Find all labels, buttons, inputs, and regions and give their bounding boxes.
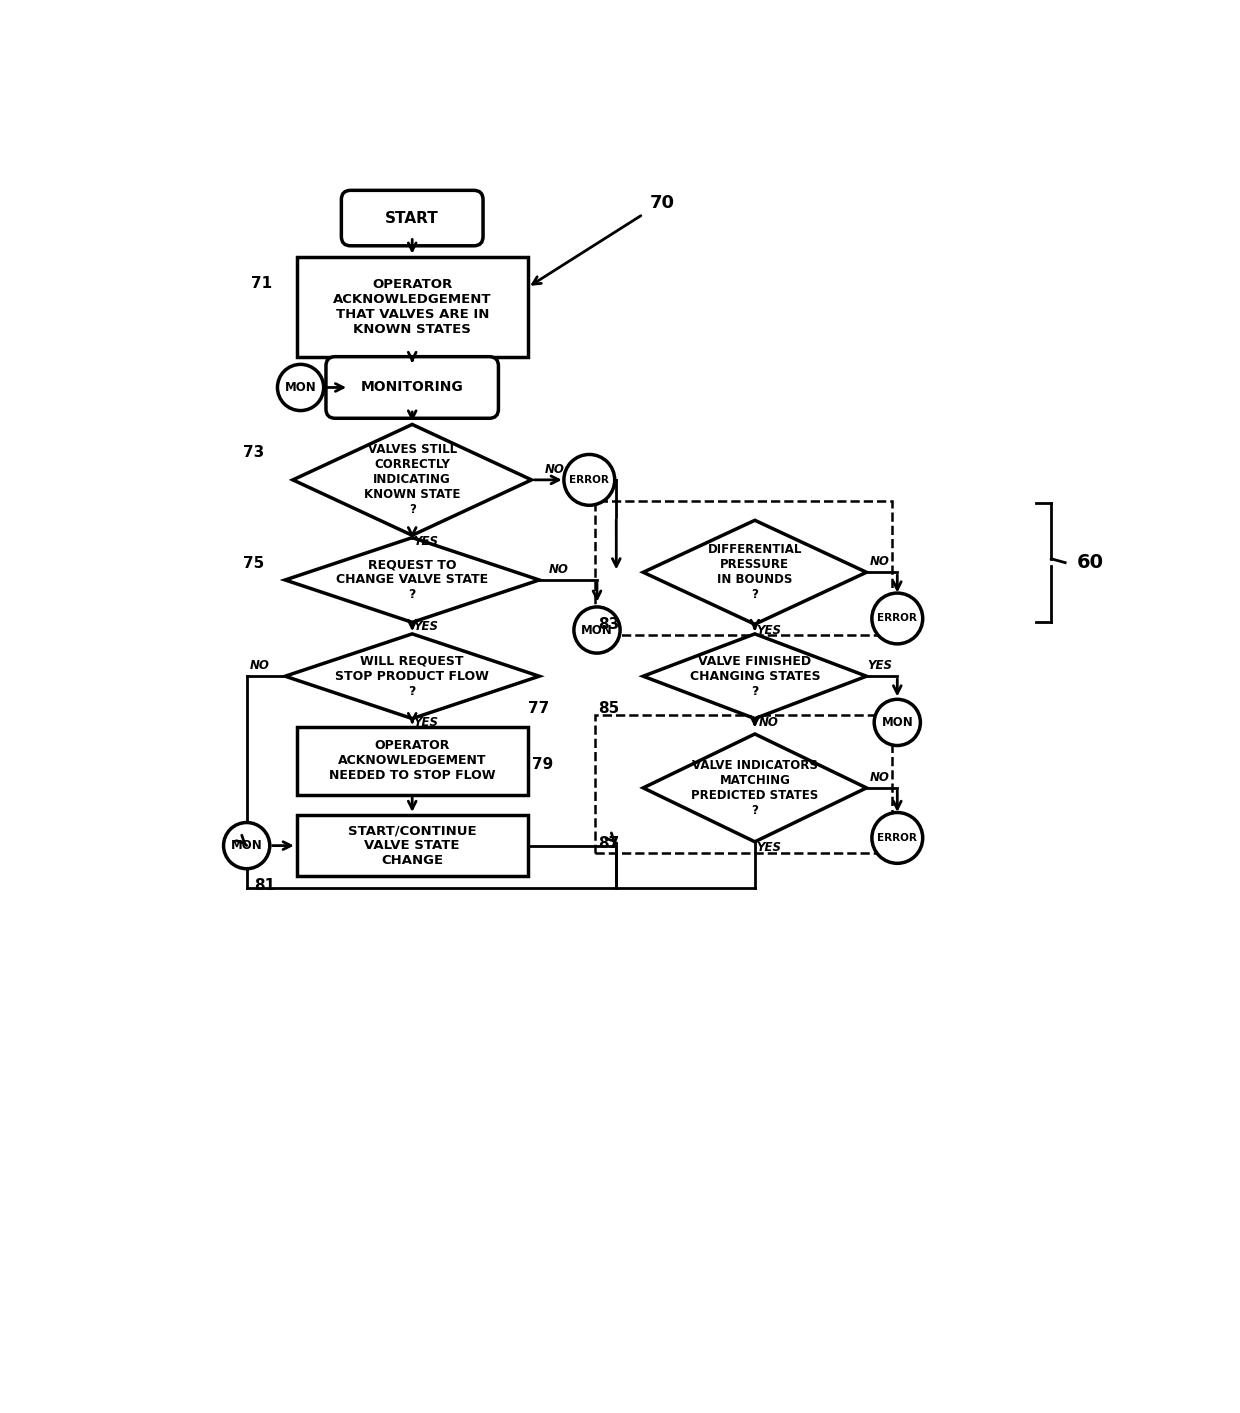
Text: DIFFERENTIAL
PRESSURE
IN BOUNDS
?: DIFFERENTIAL PRESSURE IN BOUNDS ? [708,543,802,602]
Text: 73: 73 [243,445,264,461]
Circle shape [278,365,324,411]
Polygon shape [644,634,867,719]
Text: 87: 87 [599,836,620,851]
Text: VALVES STILL
CORRECTLY
INDICATING
KNOWN STATE
?: VALVES STILL CORRECTLY INDICATING KNOWN … [365,444,460,516]
Text: ERROR: ERROR [569,475,609,485]
Text: 71: 71 [250,276,272,291]
Text: MON: MON [882,716,913,729]
Text: YES: YES [867,658,892,673]
Text: 70: 70 [650,194,675,212]
Circle shape [574,608,620,653]
Text: VALVE INDICATORS
MATCHING
PREDICTED STATES
?: VALVE INDICATORS MATCHING PREDICTED STAT… [691,759,818,817]
Text: OPERATOR
ACKNOWLEDGEMENT
THAT VALVES ARE IN
KNOWN STATES: OPERATOR ACKNOWLEDGEMENT THAT VALVES ARE… [334,277,491,336]
Text: NO: NO [759,716,779,729]
Circle shape [874,699,920,746]
Circle shape [872,593,923,644]
Text: 83: 83 [599,617,620,632]
Text: ERROR: ERROR [878,832,918,844]
Text: YES: YES [756,841,781,855]
Text: NO: NO [249,658,269,673]
Text: 77: 77 [528,701,549,716]
Bar [595,715,892,853]
Polygon shape [644,733,867,842]
Text: VALVE FINISHED
CHANGING STATES
?: VALVE FINISHED CHANGING STATES ? [689,654,820,698]
Text: ERROR: ERROR [878,613,918,623]
Text: MON: MON [285,382,316,394]
Bar [296,257,528,356]
Bar [296,815,528,876]
Polygon shape [285,634,539,719]
FancyBboxPatch shape [341,191,484,246]
Text: START/CONTINUE
VALVE STATE
CHANGE: START/CONTINUE VALVE STATE CHANGE [348,824,476,868]
Circle shape [872,812,923,863]
Text: NO: NO [869,555,889,568]
Text: WILL REQUEST
STOP PRODUCT FLOW
?: WILL REQUEST STOP PRODUCT FLOW ? [335,654,489,698]
Text: MONITORING: MONITORING [361,380,464,394]
Text: OPERATOR
ACKNOWLEDGEMENT
NEEDED TO STOP FLOW: OPERATOR ACKNOWLEDGEMENT NEEDED TO STOP … [329,739,496,783]
Text: 79: 79 [532,757,553,773]
Text: MON: MON [231,839,263,852]
Text: START: START [386,211,439,226]
Text: NO: NO [544,462,564,476]
Text: NO: NO [548,562,568,575]
Text: NO: NO [869,770,889,784]
Text: MON: MON [582,623,613,636]
Circle shape [223,822,270,869]
Bar [296,728,528,794]
Polygon shape [644,520,867,625]
Text: REQUEST TO
CHANGE VALVE STATE
?: REQUEST TO CHANGE VALVE STATE ? [336,558,489,602]
Polygon shape [285,537,539,622]
Text: YES: YES [756,623,781,636]
Circle shape [564,455,615,506]
Text: YES: YES [414,620,439,633]
Text: YES: YES [414,536,439,548]
FancyBboxPatch shape [326,356,498,418]
Text: 85: 85 [599,701,620,716]
Bar [595,500,892,636]
Polygon shape [293,424,532,536]
Text: 60: 60 [1076,552,1104,572]
Text: 75: 75 [243,555,264,571]
Text: 81: 81 [254,877,275,893]
Text: YES: YES [414,716,439,729]
